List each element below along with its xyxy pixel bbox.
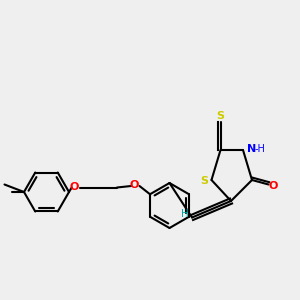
Text: N: N: [247, 143, 256, 154]
Text: -H: -H: [254, 144, 265, 154]
Text: O: O: [129, 179, 139, 190]
Text: O: O: [268, 181, 278, 191]
Text: O: O: [69, 182, 79, 192]
Text: S: S: [200, 176, 208, 187]
Text: H: H: [181, 209, 188, 219]
Text: S: S: [217, 111, 224, 121]
